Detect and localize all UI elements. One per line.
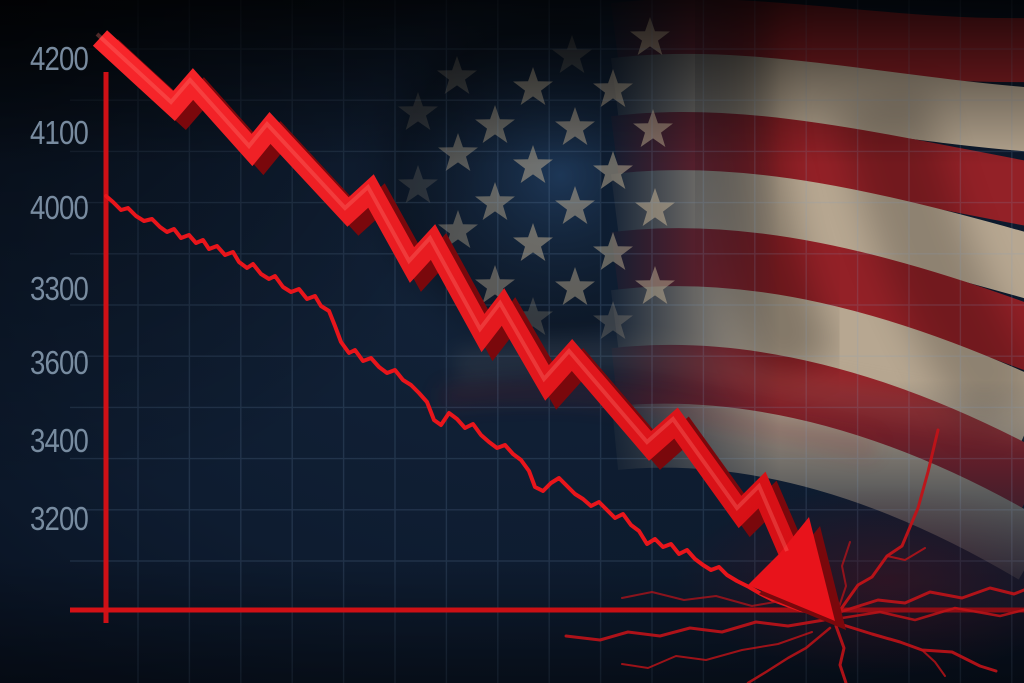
index-line-series (104, 194, 834, 618)
y-axis-label: 4200 (30, 40, 89, 77)
y-axis-label: 3600 (30, 344, 89, 381)
crash-arrow (92, 30, 846, 630)
y-axis-label: 3200 (30, 500, 89, 537)
corner-vignette (0, 0, 560, 480)
crack-line (886, 547, 926, 561)
crack-line (838, 586, 1024, 614)
crack-line (921, 649, 946, 677)
y-axis-label: 4100 (30, 114, 89, 151)
crash-arrow-body (92, 30, 800, 560)
impact-haze (675, 485, 1024, 675)
y-axis-label: 3400 (30, 422, 89, 459)
crack-line (834, 428, 940, 618)
crack-line (621, 631, 813, 669)
crack-line (564, 618, 826, 642)
y-axis-label: 3300 (30, 270, 89, 307)
crash-arrowhead (748, 517, 835, 621)
crack-line (840, 606, 1024, 622)
y-axis-label: 4000 (30, 189, 89, 226)
crack-line (837, 541, 851, 611)
crack-line (746, 626, 832, 683)
crack-line (834, 624, 848, 683)
y-axis-labels: 4200 4100 4000 3300 3600 3400 3200 (30, 40, 90, 537)
crash-arrow-highlight (95, 32, 789, 552)
